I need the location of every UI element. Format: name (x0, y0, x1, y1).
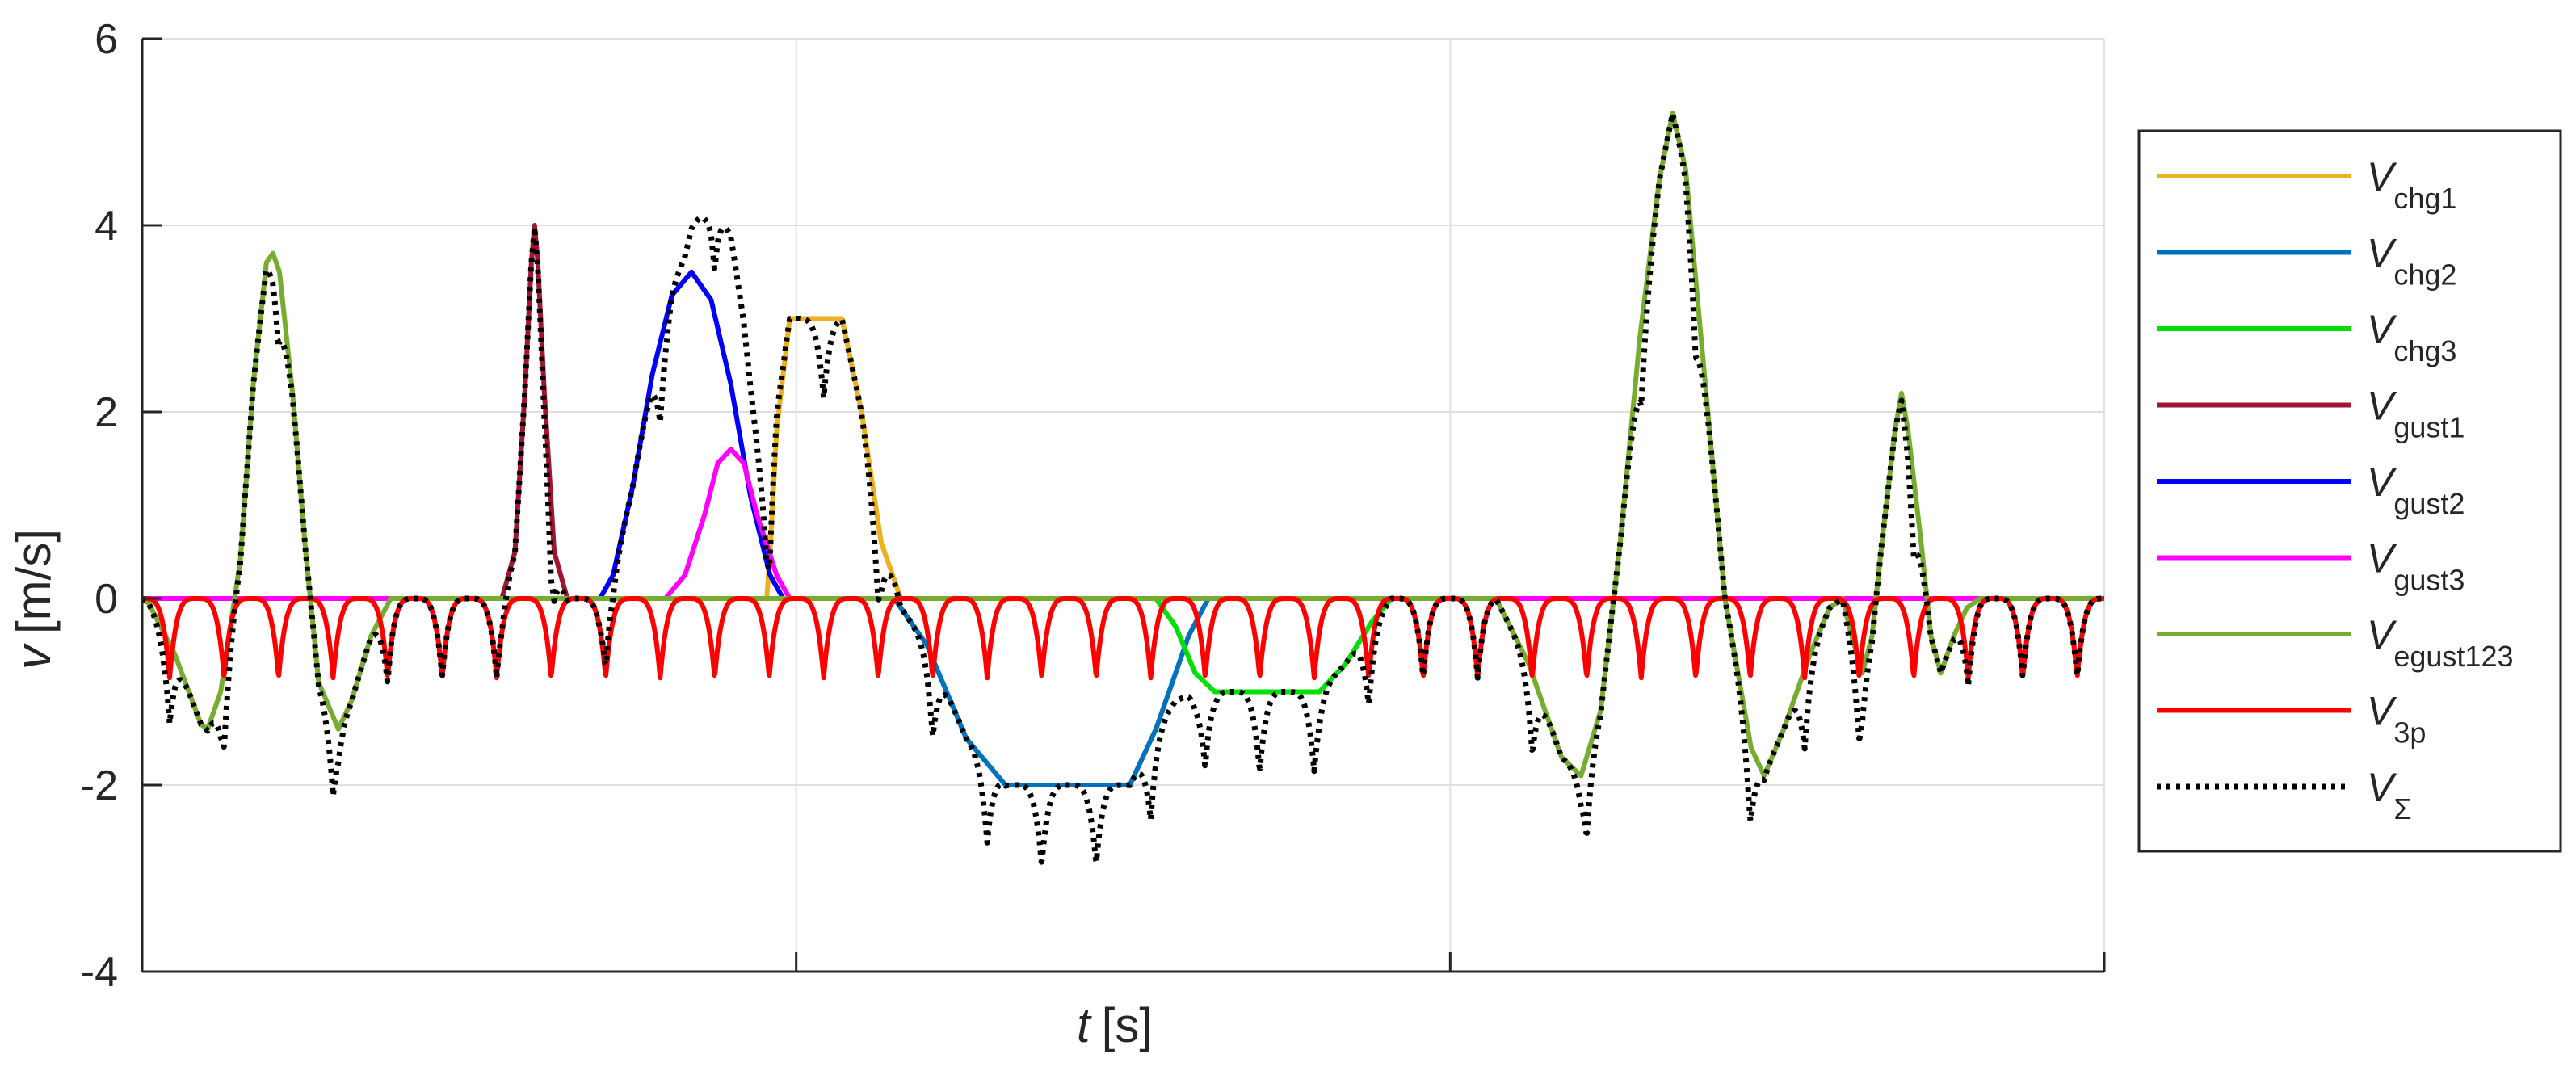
legend-label-chg1: Vchg1 (2367, 154, 2456, 215)
y-tick-label-4: 4 (95, 203, 118, 250)
legend-label-sub: chg2 (2393, 258, 2456, 292)
legend-label-main: V (2367, 307, 2397, 352)
legend-label-main: V (2367, 765, 2397, 810)
legend-label-gust1: Vgust1 (2367, 384, 2465, 444)
legend-label-3p: V3p (2367, 689, 2426, 750)
legend-label-chg2: Vchg2 (2367, 231, 2456, 292)
series-sum-line (140, 111, 2107, 865)
legend-label-main: V (2367, 231, 2397, 276)
legend-label-sub: chg3 (2393, 334, 2456, 367)
y-axis-label-unit: [m/s] (6, 529, 61, 634)
legend-label-main: V (2367, 384, 2397, 429)
legend-label-sub: gust1 (2393, 411, 2465, 444)
x-axis-label-var: t (1077, 998, 1092, 1052)
legend-label-egust123: Vegust123 (2367, 612, 2514, 673)
y-axis-label: v [m/s] (6, 529, 61, 670)
axes (141, 37, 2106, 973)
legend-label-gust2: Vgust2 (2367, 460, 2465, 520)
legend-label-main: V (2367, 154, 2397, 199)
tick-labels: -4 -2 0 2 4 6 (81, 16, 118, 996)
legend-label-sum: VΣ (2367, 765, 2412, 825)
legend-label-main: V (2367, 536, 2397, 582)
y-tick-label-1: -2 (81, 762, 118, 809)
legend-label-gust3: Vgust3 (2367, 536, 2465, 597)
legend-label-sub: gust3 (2393, 564, 2465, 597)
legend-label-main: V (2367, 689, 2397, 734)
y-tick-label-0: -4 (81, 949, 118, 996)
series-3p-line (140, 596, 2107, 681)
x-axis-label: t [s] (1077, 998, 1153, 1052)
legend-label-sub: egust123 (2393, 640, 2513, 673)
legend-label-main: V (2367, 460, 2397, 505)
legend: Vchg1Vchg2Vchg3Vgust1Vgust2Vgust3Vegust1… (2137, 129, 2562, 853)
y-tick-label-3: 2 (95, 389, 118, 436)
legend-label-sub: chg1 (2393, 182, 2456, 215)
y-axis-label-var: v (6, 643, 61, 670)
series-gust3-line (142, 447, 2104, 601)
legend-label-sub: Σ (2393, 792, 2411, 825)
legend-label-sub: gust2 (2393, 487, 2465, 520)
x-axis-label-unit: [s] (1102, 998, 1153, 1052)
plot-area (140, 111, 2107, 865)
series-gust2-line (142, 269, 2104, 601)
y-tick-label-5: 6 (95, 16, 118, 63)
legend-label-sub: 3p (2393, 716, 2426, 750)
legend-box (2137, 129, 2562, 853)
legend-label-chg3: Vchg3 (2367, 307, 2456, 367)
y-tick-label-2: 0 (95, 576, 118, 623)
legend-label-main: V (2367, 612, 2397, 657)
